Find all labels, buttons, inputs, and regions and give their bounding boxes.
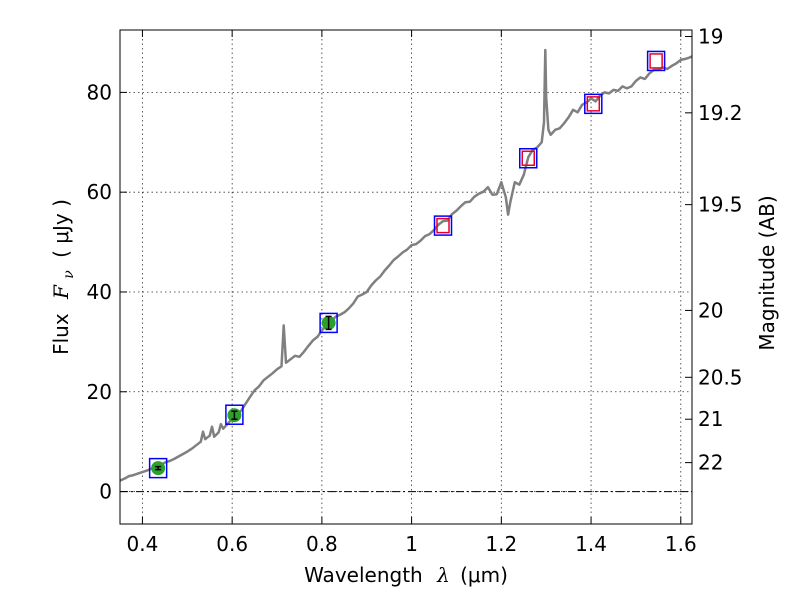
spectrum-series xyxy=(119,48,693,482)
y-axis-title-symbol: F xyxy=(49,284,73,300)
upper-limit-marker xyxy=(586,96,601,112)
plot-frame xyxy=(119,29,693,525)
model-photometry-marker xyxy=(148,457,168,479)
x-tick-label: 1.2 xyxy=(485,532,517,556)
magnitude-tick-label: 19 xyxy=(698,24,723,48)
y-axis-title-prefix: Flux xyxy=(49,313,73,355)
tick-labels: 0.4 0.6 0.8 1 1.2 1.4 1.6 0 20 40 60 80 19 19.2 19.5 20… xyxy=(87,24,743,556)
model-photometry-marker xyxy=(519,147,538,169)
y-axis-title-units: ( μJy ) xyxy=(49,199,73,258)
x-axis-title-symbol: λ xyxy=(436,563,450,587)
model-photometry-marker xyxy=(319,312,338,334)
upper-limit-marker xyxy=(436,217,450,234)
magnitude-tick-label: 20 xyxy=(698,298,723,322)
y-tick-label: 20 xyxy=(87,380,112,404)
y2-axis-title: Magnitude (AB) xyxy=(755,195,779,350)
x-tick-label: 1.4 xyxy=(575,532,607,556)
magnitude-tick-label: 20.5 xyxy=(698,365,743,389)
y-tick-label: 0 xyxy=(99,480,112,504)
x-axis-title-units: (μm) xyxy=(460,563,508,587)
y-tick-label: 80 xyxy=(87,80,112,104)
grid-lines xyxy=(120,30,692,524)
spectrum-line xyxy=(119,48,693,482)
y-tick-label: 40 xyxy=(87,280,112,304)
model-photometry-marker xyxy=(433,215,453,236)
magnitude-tick-label: 19.2 xyxy=(698,101,743,125)
x-tick-label: 1 xyxy=(405,532,418,556)
magnitude-tick-label: 21 xyxy=(698,407,723,431)
upper-limit-marker xyxy=(649,53,663,69)
x-axis-title-prefix: Wavelength xyxy=(304,563,423,587)
x-tick-label: 1.6 xyxy=(665,532,697,556)
x-axis-title: Wavelength λ (μm) xyxy=(304,563,508,587)
axis-ticks xyxy=(120,30,692,524)
y-axis-title-subscript: ν xyxy=(61,270,77,279)
photometry-points xyxy=(148,50,666,479)
y-axis-title: Flux F ν ( μJy ) xyxy=(49,199,78,355)
model-photometry-marker xyxy=(225,404,244,425)
upper-limit-marker xyxy=(521,150,536,166)
x-tick-label: 0.6 xyxy=(216,532,248,556)
model-photometry-marker xyxy=(646,50,666,72)
x-tick-label: 0.8 xyxy=(306,532,338,556)
magnitude-tick-label: 22 xyxy=(698,451,723,475)
y-tick-label: 60 xyxy=(87,180,112,204)
magnitude-tick-label: 19.5 xyxy=(698,193,743,217)
x-tick-label: 0.4 xyxy=(127,532,159,556)
model-photometry-marker xyxy=(584,93,603,115)
